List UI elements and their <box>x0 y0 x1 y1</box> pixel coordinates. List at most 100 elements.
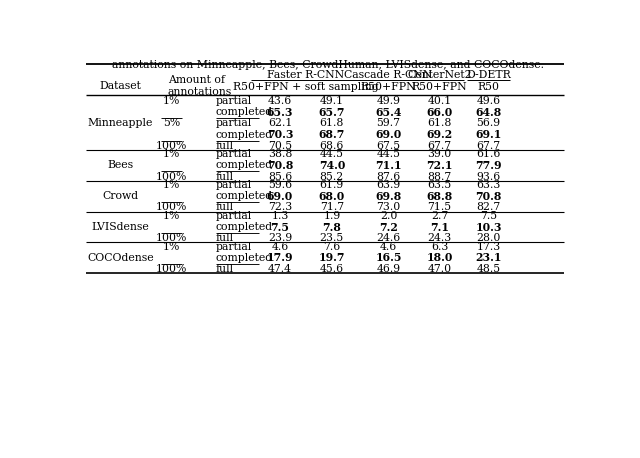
Text: 47.0: 47.0 <box>428 264 452 274</box>
Text: 1%: 1% <box>163 242 180 252</box>
Text: 100%: 100% <box>156 172 187 182</box>
Text: 87.6: 87.6 <box>376 172 401 182</box>
Text: 68.6: 68.6 <box>320 141 344 151</box>
Text: 63.5: 63.5 <box>428 180 452 190</box>
Text: partial: partial <box>216 119 252 129</box>
Text: 28.0: 28.0 <box>476 233 500 243</box>
Text: 7.6: 7.6 <box>323 242 340 252</box>
Text: 44.5: 44.5 <box>376 149 401 159</box>
Text: 5%: 5% <box>163 119 180 129</box>
Text: 71.7: 71.7 <box>320 202 344 213</box>
Text: full: full <box>216 264 234 274</box>
Text: full: full <box>216 233 234 243</box>
Text: 61.8: 61.8 <box>320 119 344 129</box>
Text: completed: completed <box>216 222 273 232</box>
Text: completed: completed <box>216 191 273 201</box>
Text: Faster R-CNN: Faster R-CNN <box>268 70 344 80</box>
Text: CenterNet2: CenterNet2 <box>407 70 472 80</box>
Text: 17.3: 17.3 <box>476 242 500 252</box>
Text: 1%: 1% <box>163 180 180 190</box>
Text: 47.4: 47.4 <box>268 264 292 274</box>
Text: R50+FPN: R50+FPN <box>412 82 467 93</box>
Text: R50+FPN: R50+FPN <box>360 82 416 93</box>
Text: 44.5: 44.5 <box>320 149 344 159</box>
Text: 61.9: 61.9 <box>320 180 344 190</box>
Text: partial: partial <box>216 211 252 221</box>
Text: 59.7: 59.7 <box>376 119 401 129</box>
Text: 70.3: 70.3 <box>267 129 293 140</box>
Text: 63.3: 63.3 <box>476 180 500 190</box>
Text: 24.3: 24.3 <box>428 233 452 243</box>
Text: partial: partial <box>216 149 252 159</box>
Text: Bees: Bees <box>108 160 133 170</box>
Text: Cascade R-CNN: Cascade R-CNN <box>344 70 433 80</box>
Text: 72.1: 72.1 <box>426 160 453 171</box>
Text: 43.6: 43.6 <box>268 96 292 106</box>
Text: 66.0: 66.0 <box>426 107 452 118</box>
Text: 49.9: 49.9 <box>376 96 401 106</box>
Text: 82.7: 82.7 <box>476 202 500 213</box>
Text: full: full <box>216 202 234 213</box>
Text: 73.0: 73.0 <box>376 202 401 213</box>
Text: 69.8: 69.8 <box>375 191 401 202</box>
Text: 67.7: 67.7 <box>476 141 500 151</box>
Text: 7.5: 7.5 <box>480 211 497 221</box>
Text: 65.7: 65.7 <box>319 107 345 118</box>
Text: 49.6: 49.6 <box>476 96 500 106</box>
Text: 100%: 100% <box>156 233 187 243</box>
Text: 4.6: 4.6 <box>271 242 289 252</box>
Text: 40.1: 40.1 <box>428 96 452 106</box>
Text: 70.8: 70.8 <box>267 160 293 171</box>
Text: 88.7: 88.7 <box>428 172 452 182</box>
Text: 56.9: 56.9 <box>476 119 500 129</box>
Text: 59.6: 59.6 <box>268 180 292 190</box>
Text: 61.8: 61.8 <box>428 119 452 129</box>
Text: 67.5: 67.5 <box>376 141 401 151</box>
Text: 65.4: 65.4 <box>375 107 402 118</box>
Text: full: full <box>216 141 234 151</box>
Text: 67.7: 67.7 <box>428 141 452 151</box>
Text: 2.0: 2.0 <box>380 211 397 221</box>
Text: COCOdense: COCOdense <box>87 253 154 263</box>
Text: 38.8: 38.8 <box>268 149 292 159</box>
Text: 69.1: 69.1 <box>476 129 502 140</box>
Text: 77.9: 77.9 <box>475 160 502 171</box>
Text: 72.3: 72.3 <box>268 202 292 213</box>
Text: 17.9: 17.9 <box>267 252 293 263</box>
Text: 68.8: 68.8 <box>426 191 452 202</box>
Text: 4.6: 4.6 <box>380 242 397 252</box>
Text: 70.5: 70.5 <box>268 141 292 151</box>
Text: 69.2: 69.2 <box>426 129 452 140</box>
Text: annotations on Minneapple, Bees, CrowdHuman, LVISdense, and COCOdense.: annotations on Minneapple, Bees, CrowdHu… <box>112 60 544 71</box>
Text: completed: completed <box>216 160 273 170</box>
Text: 2.7: 2.7 <box>431 211 448 221</box>
Text: 85.2: 85.2 <box>320 172 344 182</box>
Text: 16.5: 16.5 <box>375 252 402 263</box>
Text: full: full <box>216 172 234 182</box>
Text: 24.6: 24.6 <box>376 233 401 243</box>
Text: 7.5: 7.5 <box>271 222 289 233</box>
Text: completed: completed <box>216 130 273 140</box>
Text: 23.5: 23.5 <box>320 233 344 243</box>
Text: 45.6: 45.6 <box>320 264 344 274</box>
Text: 61.6: 61.6 <box>476 149 500 159</box>
Text: 48.5: 48.5 <box>476 264 500 274</box>
Text: 71.1: 71.1 <box>375 160 402 171</box>
Text: Crowd: Crowd <box>102 191 138 201</box>
Text: 100%: 100% <box>156 141 187 151</box>
Text: 39.0: 39.0 <box>428 149 452 159</box>
Text: 64.8: 64.8 <box>476 107 502 118</box>
Text: 10.3: 10.3 <box>475 222 502 233</box>
Text: 100%: 100% <box>156 202 187 213</box>
Text: 46.9: 46.9 <box>376 264 401 274</box>
Text: 1%: 1% <box>163 149 180 159</box>
Text: Amount of
annotations: Amount of annotations <box>168 75 232 97</box>
Text: 93.6: 93.6 <box>476 172 500 182</box>
Text: 6.3: 6.3 <box>431 242 448 252</box>
Text: 74.0: 74.0 <box>319 160 345 171</box>
Text: 68.7: 68.7 <box>319 129 345 140</box>
Text: 23.1: 23.1 <box>475 252 502 263</box>
Text: R50+FPN + soft sampling: R50+FPN + soft sampling <box>233 82 379 93</box>
Text: 63.9: 63.9 <box>376 180 401 190</box>
Text: partial: partial <box>216 96 252 106</box>
